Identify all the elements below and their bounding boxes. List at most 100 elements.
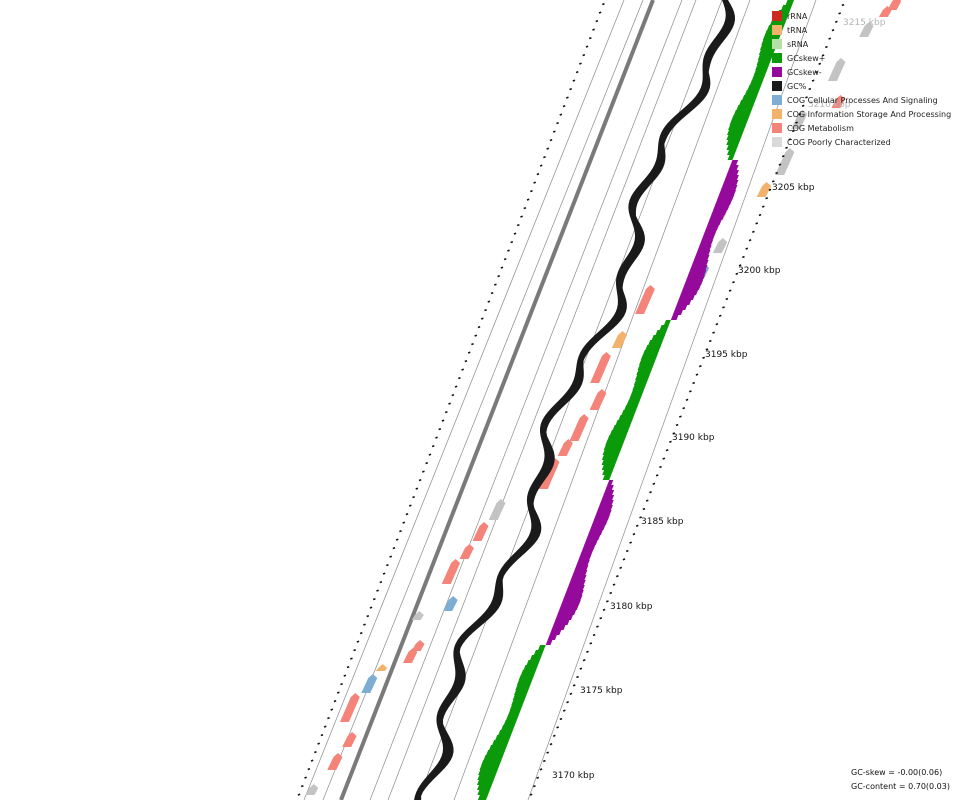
gc-skew-positive-block (785, 0, 795, 5)
scale-label-3190: 3190 kbp (672, 433, 715, 443)
gc-skew-positive-block (636, 370, 652, 375)
minor-tick (546, 147, 550, 150)
legend-item-cog-information: COG Information Storage And Processing (772, 107, 960, 121)
gc-skew-positive-block (655, 330, 668, 335)
scale-minor-tick (742, 255, 745, 259)
legend-label: COG Metabolism (787, 123, 854, 133)
gc-content-band (414, 0, 735, 800)
gc-skew-negative-block (563, 595, 583, 600)
gene-feature (472, 522, 489, 541)
minor-tick (369, 606, 373, 609)
legend-label: GCskew+ (787, 53, 826, 63)
scale-minor-tick (778, 163, 782, 166)
gc-skew-positive-block (533, 650, 544, 655)
gene-feature (590, 352, 611, 383)
scale-minor-tick (645, 499, 649, 502)
legend-item-rrna: rRNA (772, 9, 960, 23)
gc-skew-negative-block (553, 620, 570, 625)
minor-tick (454, 385, 458, 388)
gene-feature (557, 439, 573, 456)
gc-skew-positive-block (630, 390, 644, 395)
gc-skew-positive-block (645, 345, 662, 350)
gc-skew-positive-block (530, 655, 542, 660)
minor-tick (340, 682, 343, 686)
minor-tick (363, 623, 366, 626)
scale-minor-tick (818, 62, 822, 65)
gc-skew-positive-block (632, 385, 646, 390)
legend-item-cog-cellular: COG Cellular Processes And Signaling (772, 93, 960, 107)
gc-skew-negative-block (599, 500, 614, 505)
gc-skew-positive-block (781, 5, 793, 10)
gc-skew-negative-block (703, 230, 717, 235)
gc-skew-positive-block (752, 75, 766, 80)
minor-tick (310, 759, 314, 762)
minor-tick (585, 45, 589, 48)
gene-feature (488, 499, 506, 520)
minor-tick (350, 657, 353, 660)
gene-feature (402, 648, 418, 663)
gc-skew-positive-block (770, 20, 787, 25)
gc-skew-positive-block (506, 715, 519, 720)
scale-minor-tick (785, 146, 788, 149)
minor-tick (336, 691, 340, 694)
legend-item-srna: sRNA (772, 37, 960, 51)
scale-minor-tick (688, 390, 692, 393)
gc-skew-positive-block (753, 70, 768, 75)
gene-feature (831, 95, 846, 108)
scale-minor-tick (695, 373, 699, 376)
scale-minor-tick (552, 734, 556, 737)
scale-minor-tick (606, 600, 609, 603)
minor-tick (415, 487, 419, 490)
scale-minor-tick (705, 348, 709, 351)
gc-skew-positive-block (516, 680, 533, 685)
scale-minor-tick (834, 20, 838, 23)
gc-skew-negative-block (564, 590, 584, 595)
legend: rRNA tRNA sRNA GCskew+ GCskew- GC% COG C… (772, 9, 960, 149)
minor-tick (330, 708, 334, 711)
scale-minor-tick (649, 491, 652, 494)
minor-tick (484, 308, 487, 312)
scale-minor-tick (562, 709, 566, 712)
legend-swatch (772, 123, 782, 133)
minor-tick (448, 402, 451, 405)
minor-tick (408, 504, 412, 507)
gc-skew-negative-block (680, 290, 699, 295)
legend-swatch (772, 109, 782, 119)
scale-minor-tick (582, 659, 586, 662)
gc-skew-negative-block (670, 315, 679, 320)
minor-tick (333, 699, 337, 703)
gene-feature (441, 559, 461, 584)
ticks-track (297, 2, 845, 796)
gc-skew-negative-block (701, 235, 715, 240)
gc-skew-positive-block (628, 395, 642, 400)
minor-tick (376, 589, 379, 592)
gc-skew-positive-block (659, 325, 669, 330)
gc-skew-positive-block (739, 100, 756, 105)
minor-tick (372, 597, 376, 601)
scale-minor-tick (745, 247, 749, 250)
gc-skew-positive-block (635, 375, 650, 380)
scale-minor-tick (798, 113, 802, 116)
minor-tick (592, 28, 595, 31)
scale-minor-tick (529, 793, 533, 796)
minor-tick (572, 79, 576, 82)
gc-skew-positive-block (477, 795, 488, 800)
scale-label-3205: 3205 kbp (772, 183, 815, 193)
scale-minor-tick (625, 549, 629, 553)
gc-skew-positive-block (626, 400, 641, 405)
minor-tick (552, 130, 556, 133)
minor-tick (536, 172, 540, 176)
scale-minor-tick (615, 575, 619, 578)
gc-skew-negative-block (707, 220, 722, 225)
minor-tick (418, 478, 422, 482)
gc-skew-positive-block (479, 765, 500, 770)
scale-minor-tick (768, 188, 772, 191)
minor-tick (494, 283, 497, 286)
gc-skew-positive-block (762, 35, 781, 40)
minor-tick (343, 674, 347, 677)
minor-tick (549, 138, 553, 142)
minor-tick (395, 538, 399, 541)
legend-swatch (772, 95, 782, 105)
gc-skew-positive-block (637, 365, 654, 370)
gene-feature (712, 238, 728, 253)
